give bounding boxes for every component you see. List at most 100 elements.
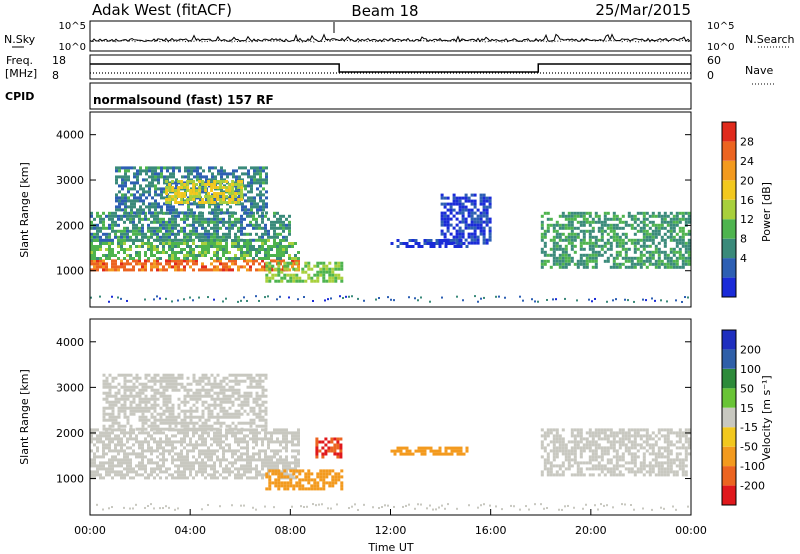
cell-vel (579, 452, 583, 456)
cell-vel (267, 431, 270, 435)
cell-level (237, 248, 240, 251)
cell-vel (255, 391, 259, 395)
cell-vel (240, 452, 243, 456)
cell-level (639, 250, 643, 254)
freq-panel: Freq. [MHz] 18 8 60 0 Nave (5, 54, 775, 85)
cell-level (168, 235, 171, 239)
cell-vel (144, 385, 148, 389)
cell-vel (570, 458, 574, 462)
cell-vel (105, 412, 109, 416)
cell-level (160, 175, 163, 179)
cell-level (216, 192, 220, 195)
cell-level (570, 238, 574, 242)
cell-vel (615, 431, 619, 435)
cell-level (240, 251, 243, 254)
cell-level (129, 229, 132, 233)
cell-level (612, 235, 616, 239)
cell-level (440, 232, 444, 236)
ground-scatter-level (375, 298, 377, 301)
cell-vel (204, 467, 207, 471)
cell-level (127, 169, 130, 173)
cell-vel (180, 443, 183, 447)
cell-vel (153, 418, 157, 422)
cell-vel (657, 461, 661, 465)
cell-vel (648, 434, 652, 438)
cell-vel (126, 437, 129, 441)
cell-level (130, 211, 133, 215)
cell-level (285, 235, 288, 239)
cell-level (241, 166, 244, 170)
ground-scatter-level (498, 295, 500, 298)
cell-vel (627, 461, 631, 465)
cell-level (148, 211, 151, 215)
cell-vel (684, 452, 688, 456)
cell-level (621, 262, 625, 266)
cell-level (151, 175, 154, 179)
cell-level (118, 199, 121, 203)
cell-level (232, 172, 235, 176)
cell-level (249, 265, 252, 269)
cell-level (195, 259, 198, 263)
cell-level (458, 226, 462, 230)
cell-vel (417, 446, 421, 450)
cell-level (246, 223, 249, 227)
cell-level (160, 196, 163, 200)
cell-vel (408, 449, 412, 453)
cell-level (328, 261, 332, 265)
cell-vel (207, 452, 210, 456)
cell-level (564, 223, 568, 227)
cell-vel (660, 446, 664, 450)
cell-vel (319, 469, 323, 473)
ground-scatter-level (240, 299, 242, 302)
cell-level (111, 238, 114, 242)
cell-vel (600, 449, 604, 453)
cell-level (464, 238, 468, 242)
cell-vel (624, 431, 628, 435)
ground-scatter-level (408, 296, 410, 299)
cell-level (205, 199, 208, 203)
cell-level (570, 259, 574, 263)
cell-level (645, 259, 649, 263)
cell-vel (597, 446, 601, 450)
cell-vel (132, 382, 136, 386)
cell-vel (273, 449, 276, 453)
cell-vel (684, 458, 688, 462)
cell-vel (666, 470, 670, 474)
cell-vel (183, 437, 186, 441)
cell-vel (168, 412, 172, 416)
cell-level (198, 186, 202, 189)
cell-vel (96, 467, 99, 471)
cell-level (558, 256, 562, 260)
cell-level (675, 250, 679, 254)
cell-level (624, 256, 628, 260)
freq-trace (90, 63, 691, 73)
cell-level (289, 273, 293, 277)
cell-level (129, 262, 132, 266)
cell-level (141, 268, 144, 272)
cell-vel (138, 403, 142, 407)
cell-vel (651, 467, 655, 471)
cell-vel (561, 449, 565, 453)
cell-vel (216, 437, 219, 441)
cell-vel (567, 467, 571, 471)
cell-level (331, 273, 335, 277)
cell-vel (153, 470, 156, 474)
cell-vel (675, 446, 679, 450)
cell-level (247, 196, 250, 200)
cell-level (124, 184, 127, 188)
cell-level (627, 247, 631, 251)
cell-level (576, 226, 580, 230)
cell-level (261, 220, 264, 224)
cell-level (286, 279, 290, 283)
cell-level (148, 187, 151, 191)
cell-level (279, 232, 282, 236)
ground-scatter-vel (426, 507, 428, 510)
cell-level (642, 241, 646, 245)
cell-level (252, 217, 255, 221)
cell-vel (237, 455, 240, 459)
cell-level (132, 217, 135, 221)
cell-level (651, 232, 655, 236)
cell-level (288, 257, 291, 260)
cell-vel (456, 452, 460, 456)
cell-level (204, 254, 207, 257)
